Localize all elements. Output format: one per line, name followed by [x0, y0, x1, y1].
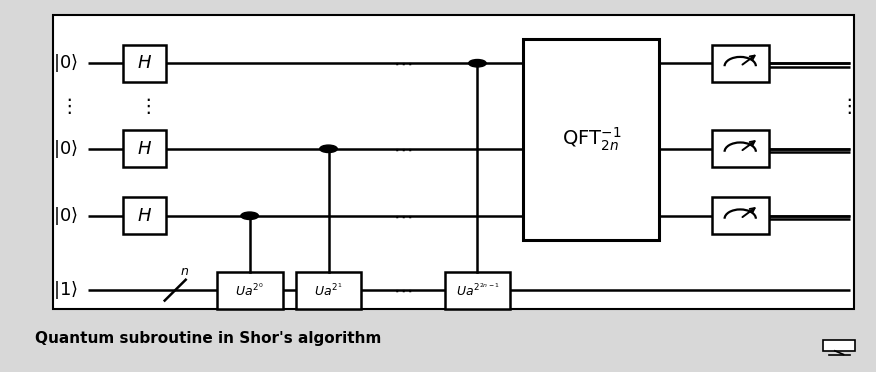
Text: $Ua^{2^{2n-1}}$: $Ua^{2^{2n-1}}$	[456, 282, 499, 298]
Bar	[711, 45, 768, 82]
Bar	[123, 197, 166, 234]
Text: $H$: $H$	[137, 54, 152, 72]
Bar	[711, 130, 768, 167]
Bar	[524, 39, 660, 240]
Circle shape	[241, 212, 258, 219]
Text: Quantum subroutine in Shor's algorithm: Quantum subroutine in Shor's algorithm	[35, 331, 381, 346]
Text: $\cdots$: $\cdots$	[393, 206, 413, 225]
Text: $H$: $H$	[137, 207, 152, 225]
Bar	[445, 272, 510, 309]
Text: $\vdots$: $\vdots$	[138, 96, 151, 116]
Text: $\cdots$: $\cdots$	[393, 54, 413, 73]
Bar	[296, 272, 361, 309]
Text: $\vdots$: $\vdots$	[839, 96, 851, 116]
Circle shape	[320, 145, 337, 153]
Text: $H$: $H$	[137, 140, 152, 158]
Bar	[711, 197, 768, 234]
Text: $|1\rangle$: $|1\rangle$	[53, 279, 78, 301]
Circle shape	[469, 60, 486, 67]
Text: $|0\rangle$: $|0\rangle$	[53, 205, 78, 227]
Bar	[823, 340, 855, 351]
Bar	[53, 15, 854, 309]
Text: $|0\rangle$: $|0\rangle$	[53, 138, 78, 160]
Bar	[123, 45, 166, 82]
Text: $\cdots$: $\cdots$	[393, 280, 413, 300]
Text: $\mathrm{QFT}_{2n}^{-1}$: $\mathrm{QFT}_{2n}^{-1}$	[562, 126, 621, 153]
Text: $n$: $n$	[180, 265, 189, 278]
Bar	[216, 272, 282, 309]
Text: $\vdots$: $\vdots$	[60, 96, 72, 116]
Text: $Ua^{2^1}$: $Ua^{2^1}$	[314, 282, 343, 298]
Text: $|0\rangle$: $|0\rangle$	[53, 52, 78, 74]
Text: $Ua^{2^0}$: $Ua^{2^0}$	[236, 282, 264, 298]
Bar	[123, 130, 166, 167]
Text: $\cdots$: $\cdots$	[393, 139, 413, 158]
